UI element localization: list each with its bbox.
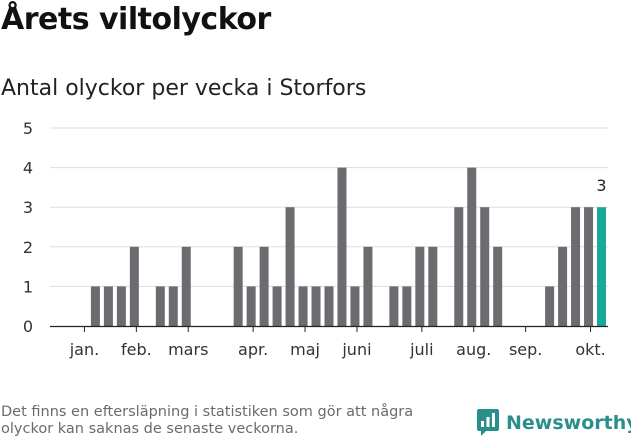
bar[interactable] [298, 286, 308, 326]
x-tick-label: mars [168, 340, 208, 359]
x-tick-label: okt. [575, 340, 605, 359]
bar-chart: 0 1 2 3 4 5 jan. feb. mars apr. maj juni juli aug. se… [23, 119, 608, 359]
bar[interactable] [311, 286, 321, 326]
chart-title: Årets viltolyckor [1, 2, 271, 37]
y-axis-ticks: 0 1 2 3 4 5 [23, 119, 33, 336]
bar-highlight[interactable] [597, 207, 607, 326]
bar[interactable] [246, 286, 256, 326]
bar[interactable] [584, 207, 594, 326]
bar[interactable] [415, 246, 425, 326]
y-tick-label: 0 [23, 317, 33, 336]
x-tick-label: aug. [456, 340, 491, 359]
bar[interactable] [168, 286, 178, 326]
x-tick-label: maj [290, 340, 320, 359]
bar[interactable] [545, 286, 555, 326]
bar[interactable] [337, 167, 347, 326]
bar[interactable] [558, 246, 568, 326]
bar[interactable] [103, 286, 113, 326]
bar[interactable] [571, 207, 581, 326]
y-tick-label: 2 [23, 238, 33, 257]
newsworthy-logo-icon [477, 409, 499, 436]
y-tick-label: 1 [23, 277, 33, 296]
bar[interactable] [259, 246, 269, 326]
y-tick-label: 4 [23, 159, 33, 178]
x-tick-label: juni [341, 340, 371, 359]
bar[interactable] [402, 286, 412, 326]
annotations: 3 [596, 176, 606, 195]
bar[interactable] [454, 207, 464, 326]
bar[interactable] [90, 286, 100, 326]
bar[interactable] [350, 286, 360, 326]
x-tick-label: jan. [69, 340, 99, 359]
brand-logo[interactable]: Newsworthy [476, 408, 631, 438]
x-tick-label: apr. [238, 340, 268, 359]
bar[interactable] [181, 246, 191, 326]
bar[interactable] [324, 286, 334, 326]
highlight-value-label: 3 [596, 176, 606, 195]
bar[interactable] [129, 246, 139, 326]
bar[interactable] [233, 246, 243, 326]
bar[interactable] [467, 167, 477, 326]
y-tick-label: 5 [23, 119, 33, 138]
bar[interactable] [480, 207, 490, 326]
chart-subtitle: Antal olyckor per vecka i Storfors [1, 76, 367, 101]
bar[interactable] [363, 246, 373, 326]
bar[interactable] [493, 246, 503, 326]
bars [90, 167, 607, 326]
brand-name: Newsworthy [506, 412, 631, 434]
bar[interactable] [116, 286, 126, 326]
footnote: Det finns en eftersläpning i statistiken… [1, 404, 414, 437]
bar[interactable] [285, 207, 295, 326]
x-axis-labels: jan. feb. mars apr. maj juni juli aug. sep. okt. [69, 326, 606, 359]
x-tick-label: sep. [509, 340, 542, 359]
bar[interactable] [272, 286, 282, 326]
bar[interactable] [389, 286, 399, 326]
x-tick-label: feb. [121, 340, 152, 359]
bar[interactable] [428, 246, 438, 326]
bar[interactable] [155, 286, 165, 326]
y-tick-label: 3 [23, 198, 33, 217]
x-tick-label: juli [409, 340, 433, 359]
